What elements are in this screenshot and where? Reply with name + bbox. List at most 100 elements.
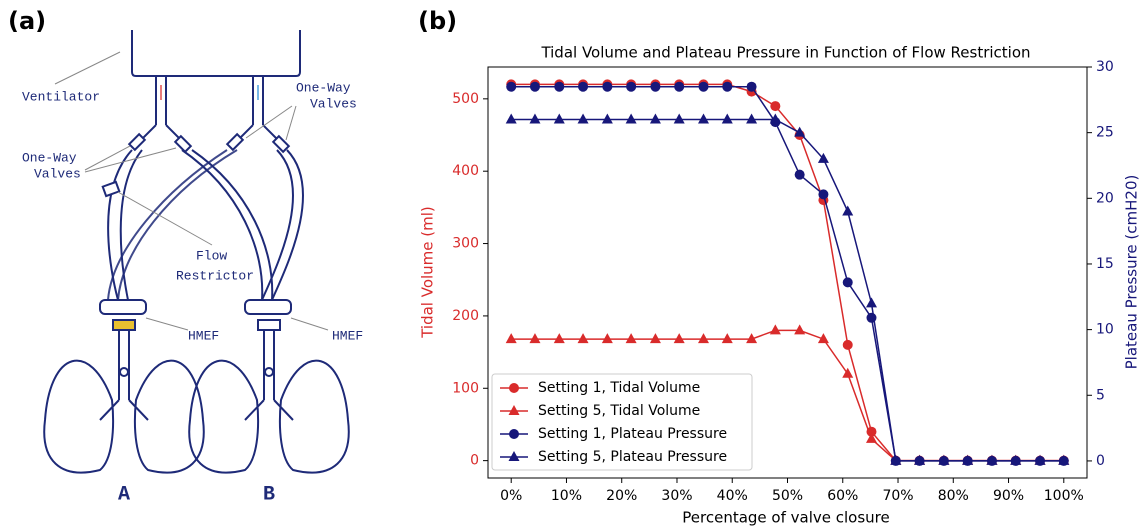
data-point — [529, 81, 540, 92]
pointer — [290, 317, 329, 331]
data-point — [554, 81, 565, 92]
data-point — [842, 339, 853, 350]
tube — [155, 76, 264, 125]
y-tick-label: 500 — [452, 91, 479, 107]
pointer — [84, 147, 177, 173]
tube — [107, 149, 238, 301]
restrictor — [101, 180, 121, 198]
data-point — [817, 333, 829, 344]
data-point — [529, 333, 541, 344]
data-point — [794, 169, 805, 180]
data-point — [577, 333, 589, 344]
splitter — [135, 124, 284, 146]
legend-marker — [509, 429, 519, 439]
label: B — [263, 483, 275, 506]
y2-axis-label: Plateau Pressure (cmH20) — [1123, 175, 1141, 370]
data-point — [817, 152, 829, 163]
pointer — [145, 317, 189, 331]
connector — [244, 299, 292, 315]
data-point — [794, 126, 806, 137]
data-point — [625, 333, 637, 344]
data-point — [553, 333, 565, 344]
data-point — [506, 81, 517, 92]
label: Ventilator — [22, 89, 100, 104]
valve — [127, 132, 147, 152]
data-point — [842, 205, 854, 216]
data-point — [769, 324, 781, 335]
data-point — [649, 333, 661, 344]
data-point — [601, 113, 613, 124]
panel-label: (a) — [8, 7, 46, 35]
label: Valves — [34, 166, 81, 181]
valve — [173, 134, 193, 154]
data-point — [1034, 454, 1046, 465]
y2-tick-label: 5 — [1096, 387, 1105, 403]
x-tick-label: 50% — [772, 488, 803, 504]
data-point — [746, 81, 757, 92]
data-point — [721, 113, 733, 124]
y2-tick-label: 25 — [1096, 125, 1114, 141]
data-point — [577, 113, 589, 124]
x-tick-label: 30% — [661, 488, 692, 504]
label: HMEF — [332, 328, 363, 343]
data-point — [890, 454, 902, 465]
data-point — [698, 113, 710, 124]
y-tick-label: 400 — [452, 163, 479, 179]
x-tick-label: 60% — [827, 488, 858, 504]
data-point — [842, 367, 854, 378]
data-point — [625, 113, 637, 124]
data-point — [650, 81, 661, 92]
legend-label: Setting 5, Plateau Pressure — [538, 449, 727, 465]
valve — [225, 132, 245, 152]
connector — [99, 299, 147, 315]
data-point — [698, 333, 710, 344]
label: HMEF — [188, 328, 219, 343]
y-tick-label: 200 — [452, 308, 479, 324]
legend-marker — [508, 451, 520, 461]
x-tick-label: 70% — [882, 488, 913, 504]
legend-label: Setting 1, Plateau Pressure — [538, 426, 727, 442]
data-point — [505, 333, 517, 344]
label: Restrictor — [176, 268, 254, 283]
y-tick-label: 0 — [470, 453, 479, 469]
tube — [107, 149, 143, 301]
data-point — [818, 189, 829, 200]
ventilator-box — [131, 30, 301, 77]
x-tick-label: 80% — [938, 488, 969, 504]
legend-label: Setting 5, Tidal Volume — [538, 403, 700, 419]
data-point — [842, 277, 853, 288]
data-point — [938, 454, 950, 465]
data-point — [626, 81, 637, 92]
data-point — [721, 333, 733, 344]
data-point — [553, 113, 565, 124]
label: One-Way — [22, 150, 77, 165]
tube — [181, 149, 274, 301]
lungs — [43, 330, 350, 474]
y-axis-label: Tidal Volume (ml) — [419, 206, 437, 339]
data-point — [1010, 454, 1022, 465]
data-point — [674, 81, 685, 92]
data-point — [529, 113, 541, 124]
data-point — [865, 432, 877, 443]
data-point — [1058, 454, 1070, 465]
pointer — [54, 51, 121, 85]
data-point — [698, 81, 709, 92]
data-point — [769, 113, 781, 124]
diagram: Ventilator One-Way Valves One-Way Valves… — [22, 30, 363, 506]
panel-label: (b) — [418, 7, 457, 35]
y2-tick-label: 15 — [1096, 256, 1114, 272]
data-point — [770, 101, 781, 112]
pointer — [285, 105, 297, 141]
legend-marker — [508, 405, 520, 415]
data-point — [865, 297, 877, 308]
data-point — [746, 333, 758, 344]
label: Flow — [196, 248, 227, 263]
data-point — [914, 454, 926, 465]
x-tick-label: 0% — [500, 488, 522, 504]
x-tick-label: 40% — [717, 488, 748, 504]
x-tick-label: 20% — [606, 488, 637, 504]
hmef — [112, 319, 136, 331]
chart-title: Tidal Volume and Plateau Pressure in Fun… — [540, 44, 1030, 62]
label: One-Way — [296, 80, 351, 95]
